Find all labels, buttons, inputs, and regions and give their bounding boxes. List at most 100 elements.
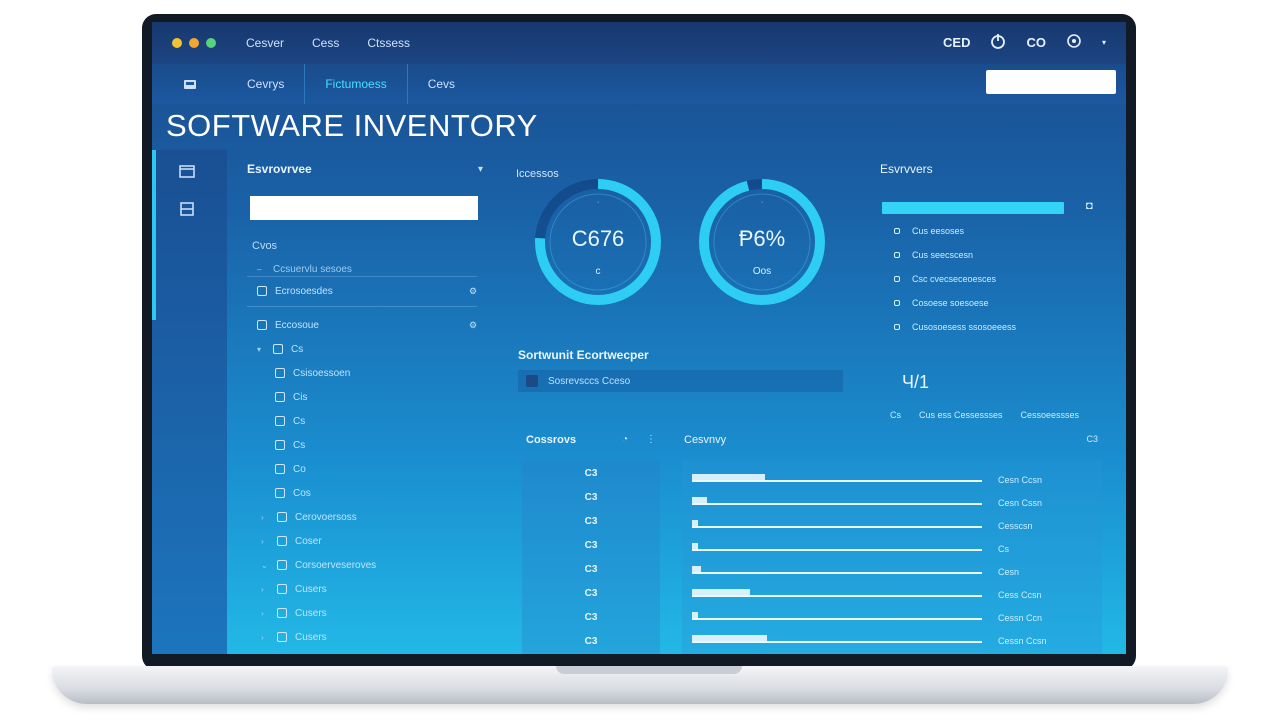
tree-item[interactable]: ⌄ Corsoerveseroves — [261, 556, 376, 574]
tab-inventory[interactable]: Fictumoess — [304, 64, 408, 104]
list-item[interactable]: Csc cvecseceoesces — [894, 274, 996, 284]
gauge-ring — [699, 179, 825, 305]
tree-item-action[interactable]: ⚙ — [469, 282, 477, 300]
gauge-card: ᐧ C676 c — [532, 176, 664, 308]
caret-right-icon[interactable]: › — [261, 608, 264, 618]
menu-item[interactable]: Cesver — [246, 36, 285, 50]
more-icon[interactable]: ⋮ — [646, 434, 657, 445]
refresh-icon[interactable]: ◔ — [622, 434, 629, 445]
top-action-label[interactable]: CO — [1026, 35, 1046, 50]
bar-track — [692, 595, 982, 597]
maximize-dot[interactable] — [206, 38, 216, 48]
counts-header[interactable]: Cossrovs — [526, 434, 577, 446]
item-icon — [273, 344, 283, 354]
inventory-tree-panel: Esvrovrvee ▾ Cvos – Ccsuervlu sesoes Ecr… — [247, 162, 487, 654]
tree-item[interactable]: › Cusers — [261, 604, 327, 622]
app-icon — [526, 375, 538, 387]
list-item[interactable]: Cusosoesess ssosoeeess — [894, 322, 1016, 332]
tree-item[interactable]: Eccosoue — [257, 316, 319, 334]
panel-footer: Cs Cus ess Cessessses Cessoeessses — [890, 410, 1079, 420]
counts-column: C3 C3 C3 C3 C3 C3 C3 C3 — [522, 460, 660, 654]
selected-row-highlight[interactable] — [882, 202, 1064, 214]
bullet-icon: – — [257, 264, 262, 274]
bars-header: Cesvnvy — [684, 434, 727, 446]
bar-fill — [692, 543, 698, 551]
bar-fill — [692, 612, 698, 620]
settings-icon[interactable] — [1066, 33, 1082, 52]
tree-divider — [247, 276, 477, 277]
bullet-icon — [894, 324, 900, 330]
tree-item[interactable]: › Coser — [261, 532, 322, 550]
caret-right-icon[interactable]: › — [261, 632, 264, 642]
tree-item[interactable]: Cs — [275, 412, 305, 430]
tree-item-label: Csisoessoen — [293, 367, 351, 379]
caret-down-icon[interactable]: ▾ — [257, 344, 262, 354]
tree-item[interactable]: ▾ Cs — [257, 340, 303, 358]
calendar-icon[interactable] — [179, 164, 195, 178]
list-item[interactable]: Cus eesoses — [894, 226, 964, 236]
caret-right-icon[interactable]: › — [261, 584, 264, 594]
tree-item[interactable]: Cos — [275, 484, 311, 502]
item-icon — [277, 608, 287, 618]
software-row[interactable]: Sosrevsccs Cceso — [518, 370, 843, 392]
gauge-value: C676 — [571, 226, 625, 251]
list-item-label: Cosoese soesoese — [912, 298, 989, 308]
tree-item-action[interactable]: ⚙ — [469, 316, 477, 334]
close-dot[interactable] — [172, 38, 182, 48]
tree-item-label: Coser — [295, 535, 322, 547]
tree-item-label: Cos — [293, 487, 311, 499]
caret-right-icon[interactable]: › — [261, 512, 264, 522]
caret-right-icon[interactable]: › — [261, 536, 264, 546]
tree-item-label: Cerovoersoss — [295, 511, 357, 523]
menu-item[interactable]: Cess — [312, 36, 340, 50]
chevron-down-icon[interactable]: ▾ — [1101, 38, 1106, 47]
tree-item[interactable]: Cis — [275, 388, 307, 406]
count-cell: C3 — [584, 540, 598, 551]
bar-label: Cesn — [998, 567, 1020, 577]
search-input[interactable] — [986, 70, 1116, 94]
list-item[interactable]: Cosoese soesoese — [894, 298, 989, 308]
tree-item[interactable]: › Cusers — [261, 628, 327, 646]
tab-overview[interactable]: Cevrys — [247, 77, 285, 91]
tab-reports[interactable]: Cevs — [427, 77, 456, 91]
power-icon[interactable] — [990, 33, 1006, 52]
tree-item[interactable]: Ecrosoesdes — [257, 282, 333, 300]
bar-label: Cesscsn — [998, 521, 1033, 531]
tree-item[interactable]: Csisoessoen — [275, 364, 350, 382]
tree-item-label: Cs — [291, 343, 304, 355]
summary-value: Ч/1 — [902, 372, 930, 392]
tree-item-label: Cusers — [295, 607, 327, 619]
minimize-dot[interactable] — [189, 38, 199, 48]
menu-item[interactable]: Ctssess — [367, 36, 411, 50]
gear-icon[interactable]: ⚙ — [469, 319, 478, 330]
software-section-title: Sortwunit Ecortwecper — [518, 348, 649, 362]
bullet-icon — [894, 228, 900, 234]
list-icon[interactable] — [179, 202, 195, 216]
bar-fill — [692, 635, 768, 643]
tree-item[interactable]: – Ccsuervlu sesoes — [257, 260, 352, 278]
info-icon[interactable]: ◘ — [1086, 200, 1093, 212]
bar-label: Cs — [998, 544, 1009, 554]
bars-panel: Cesn Ccsn Cesn Cssn Cesscsn Cs Cesn Cess Ccsn… — [682, 460, 1102, 654]
item-icon — [277, 560, 287, 570]
top-action-label[interactable]: CED — [943, 35, 971, 50]
tree-item[interactable]: › Cerovoersoss — [261, 508, 357, 526]
count-cell: C3 — [584, 516, 598, 527]
chevron-down-icon[interactable]: ▾ — [477, 164, 483, 175]
gauge-caption: Oos — [752, 266, 772, 277]
tree-item[interactable]: Cs — [275, 436, 305, 454]
bars-control[interactable]: C3 — [1086, 434, 1098, 444]
caret-down-icon[interactable]: ⌄ — [261, 560, 268, 570]
tree-search-input[interactable] — [250, 196, 478, 220]
folder-icon — [257, 286, 267, 296]
gear-icon[interactable]: ⚙ — [469, 285, 478, 296]
bar-fill — [692, 497, 707, 505]
tree-item[interactable]: › Cusers — [261, 580, 327, 598]
tree-item-label: Cusers — [295, 583, 327, 595]
tree-item[interactable]: Co — [275, 460, 306, 478]
home-icon[interactable] — [152, 64, 227, 104]
footer-label: Cessoeessses — [1020, 410, 1080, 420]
software-row-label: Sosrevsccs Cceso — [548, 375, 631, 387]
list-item[interactable]: Cus seecscesn — [894, 250, 973, 260]
bar-label: Cesn Cssn — [998, 498, 1043, 508]
